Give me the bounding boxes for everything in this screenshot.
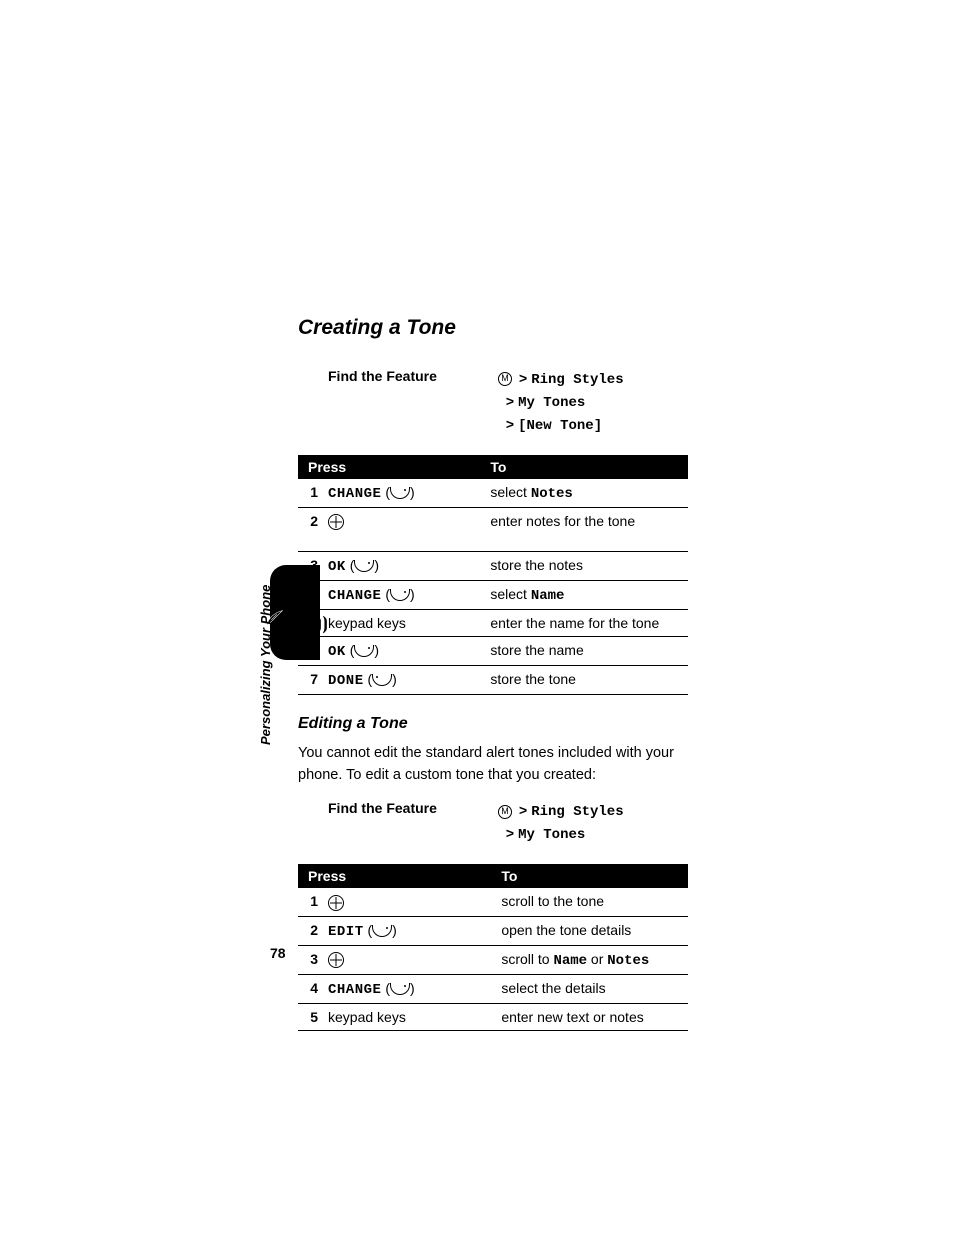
section-heading: Creating a Tone: [298, 316, 688, 340]
steps-table-1: Press To 1 CHANGE () select Notes 2 ente…: [298, 455, 688, 695]
path-item: My Tones: [518, 827, 585, 843]
find-feature-block-1: Find the Feature M > Ring Styles > My To…: [328, 368, 688, 437]
softkey-right-icon: [354, 645, 374, 657]
table-row: 1 scroll to the tone: [298, 888, 688, 916]
steps-table-2: Press To 1 scroll to the tone 2 EDIT () …: [298, 864, 688, 1030]
table-row: 7 DONE () store the tone: [298, 665, 688, 694]
body-paragraph: You cannot edit the standard alert tones…: [298, 743, 688, 787]
path-item: Ring Styles: [531, 372, 623, 388]
menu-path-1: M > Ring Styles > My Tones > [New Tone]: [498, 368, 624, 437]
nav-key-icon: [328, 895, 344, 911]
content-column: Creating a Tone Find the Feature M > Rin…: [298, 316, 688, 1051]
col-press: Press: [298, 455, 482, 479]
table-row: 6 OK () store the name: [298, 636, 688, 665]
softkey-right-icon: [390, 487, 410, 499]
menu-path-2: M > Ring Styles > My Tones: [498, 800, 624, 846]
table-row: 2 enter notes for the tone: [298, 508, 688, 536]
nav-key-icon: [328, 514, 344, 530]
table-row: 5 keypad keys enter new text or notes: [298, 1003, 688, 1030]
table-row: 3 scroll to Name or Notes: [298, 945, 688, 974]
softkey-right-icon: [372, 925, 392, 937]
find-feature-block-2: Find the Feature M > Ring Styles > My To…: [328, 800, 688, 846]
table-row: 4 CHANGE () select Name: [298, 580, 688, 609]
menu-key-icon: M: [498, 805, 512, 819]
find-feature-label: Find the Feature: [328, 800, 498, 816]
subsection-heading: Editing a Tone: [298, 715, 688, 733]
path-item: My Tones: [518, 395, 585, 411]
col-to: To: [493, 864, 688, 888]
softkey-right-icon: [354, 560, 374, 572]
path-item: Ring Styles: [531, 804, 623, 820]
page-number: 78: [270, 945, 286, 961]
table-row: 4 CHANGE () select the details: [298, 974, 688, 1003]
table-row: 1 CHANGE () select Notes: [298, 479, 688, 508]
softkey-right-icon: [390, 589, 410, 601]
running-header-text: Personalizing Your Phone: [258, 585, 273, 745]
running-header: Personalizing Your Phone: [258, 585, 273, 745]
col-to: To: [482, 455, 688, 479]
nav-key-icon: [328, 952, 344, 968]
table-row: 3 OK () store the notes: [298, 551, 688, 580]
path-item: [New Tone]: [518, 418, 602, 434]
menu-key-icon: M: [498, 372, 512, 386]
col-press: Press: [298, 864, 493, 888]
find-feature-label: Find the Feature: [328, 368, 498, 384]
table-row: 5 keypad keys enter the name for the ton…: [298, 609, 688, 636]
table-row: 2 EDIT () open the tone details: [298, 916, 688, 945]
table-gap: [298, 535, 688, 551]
softkey-left-icon: [372, 674, 392, 686]
softkey-right-icon: [390, 983, 410, 995]
page: ⦘⦘⦘ Personalizing Your Phone 78 Creating…: [0, 0, 954, 1235]
